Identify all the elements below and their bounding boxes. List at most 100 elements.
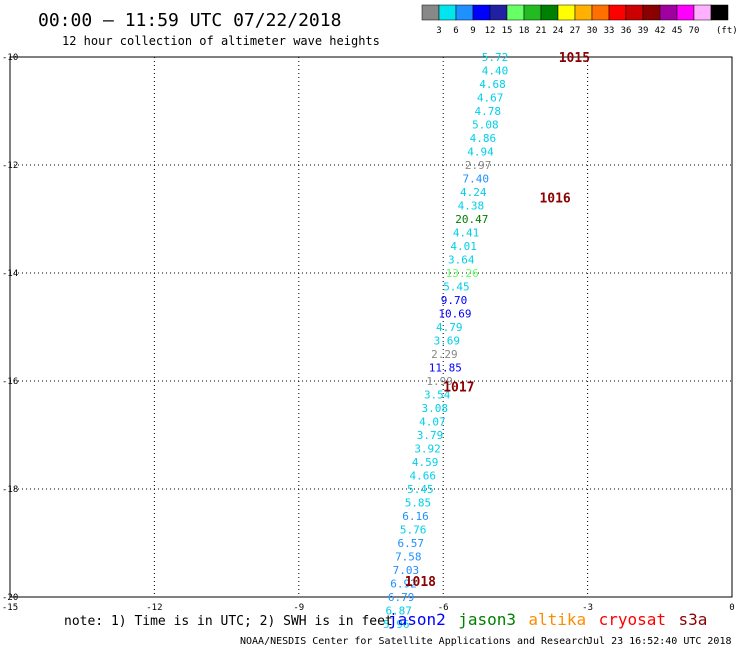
wave-height-label: 4.66	[410, 470, 437, 483]
wave-height-label: 5.45	[407, 483, 434, 496]
wave-height-label: 2.97	[465, 159, 492, 172]
wave-height-label: 1.99	[426, 375, 453, 388]
wave-height-label: 6.87	[385, 605, 412, 618]
colorbar-swatch	[574, 4, 593, 21]
colorbar: 3 6 9 12 15 18 21 24 27 30 33 36 39 42 45 70 (ft)	[421, 4, 738, 36]
wave-height-label: 7.03	[393, 564, 420, 577]
plot-area: -15 -12 -9 -6 -3 0 -10 -12 -14 -16 -18 -20 5.724.40…	[2, 51, 735, 631]
x-tick-label: -15	[2, 603, 18, 613]
wave-height-label: 6.79	[388, 591, 415, 604]
wave-height-label: 3.92	[414, 443, 441, 456]
colorbar-tick-label: 70	[689, 26, 700, 36]
colorbar-tick-label: 45	[672, 26, 683, 36]
time-label: 1017	[443, 380, 474, 395]
wave-height-label: 4.59	[412, 456, 439, 469]
wave-height-label: 5.76	[400, 524, 427, 537]
wave-height-label: 4.07	[419, 416, 446, 429]
wave-height-label: 4.01	[450, 240, 477, 253]
wave-height-label: 6.92	[390, 578, 417, 591]
colorbar-tick-label: 3	[436, 26, 441, 36]
wave-height-label: 5.72	[482, 51, 509, 64]
time-label: 1016	[539, 191, 570, 206]
time-labels: 1015 1016 1017 1018	[405, 51, 590, 590]
wave-height-label: 7.40	[462, 173, 489, 186]
time-label: 1015	[559, 51, 590, 66]
y-tick-label: -10	[2, 53, 18, 63]
wave-height-label: 5.08	[472, 119, 499, 132]
wave-height-label: 5.45	[443, 281, 470, 294]
wave-height-label: 4.68	[479, 78, 506, 91]
wave-height-label: 5.85	[405, 497, 432, 510]
wave-height-label: 4.86	[470, 132, 497, 145]
y-tick-label: -16	[2, 377, 18, 387]
wave-height-label: 4.41	[453, 227, 480, 240]
legend-entry-s3a: s3a	[679, 610, 708, 629]
colorbar-swatch	[438, 4, 457, 21]
colorbar-tick-label: 42	[655, 26, 666, 36]
wave-height-label: 4.78	[474, 105, 501, 118]
wave-height-label: 7.58	[395, 551, 422, 564]
colorbar-tick-label: 18	[519, 26, 530, 36]
wave-height-label: 3.79	[417, 429, 444, 442]
colorbar-swatch	[693, 4, 712, 21]
wave-height-label: 11.85	[429, 362, 462, 375]
wave-height-label: 4.79	[436, 321, 463, 334]
x-tick-label: -9	[293, 603, 304, 613]
colorbar-swatch	[710, 4, 729, 21]
colorbar-tick-label: 30	[587, 26, 598, 36]
note-text: note: 1) Time is in UTC; 2) SWH is in fe…	[64, 614, 393, 629]
colorbar-swatch	[472, 4, 491, 21]
colorbar-swatch	[421, 4, 440, 21]
colorbar-tick-label: 6	[453, 26, 458, 36]
colorbar-tick-label: 36	[621, 26, 632, 36]
colorbar-swatch	[608, 4, 627, 21]
colorbar-tick-label: 24	[553, 26, 564, 36]
x-tick-label: -6	[438, 603, 449, 613]
colorbar-tick-label: 9	[470, 26, 475, 36]
colorbar-swatch	[676, 4, 695, 21]
x-tick-label: 0	[729, 603, 734, 613]
x-tick-label: -3	[582, 603, 593, 613]
timestamp-text: Jul 23 16:52:40 UTC 2018	[587, 636, 732, 647]
data-points: 5.724.404.684.674.785.084.864.942.977.40…	[383, 51, 508, 631]
wave-height-label: 3.69	[434, 335, 461, 348]
chart-subtitle: 12 hour collection of altimeter wave hei…	[62, 34, 380, 48]
legend-entry-cryosat: cryosat	[599, 610, 666, 629]
time-label: 1018	[405, 575, 436, 590]
colorbar-swatch	[642, 4, 661, 21]
wave-height-label: 4.38	[458, 200, 485, 213]
colorbar-swatch	[506, 4, 525, 21]
tick-labels: -15 -12 -9 -6 -3 0 -10 -12 -14 -16 -18 -20	[2, 53, 735, 613]
wave-height-label: 3.08	[422, 402, 449, 415]
legend-entry-jason3: jason3	[458, 610, 516, 629]
wave-height-label: 4.94	[467, 146, 494, 159]
colorbar-tick-label: 27	[570, 26, 581, 36]
colorbar-swatch	[591, 4, 610, 21]
satellite-legend: jason2 jason3 altika cryosat s3a	[388, 610, 707, 629]
wave-height-label: 3.54	[424, 389, 451, 402]
wave-height-label: 4.24	[460, 186, 487, 199]
wave-height-label: 13.26	[446, 267, 479, 280]
credit-text: NOAA/NESDIS Center for Satellite Applica…	[240, 636, 589, 647]
y-tick-label: -18	[2, 485, 18, 495]
colorbar-tick-label: 39	[638, 26, 649, 36]
chart-title: 00:00 – 11:59 UTC 07/22/2018	[38, 10, 341, 31]
colorbar-swatch	[455, 4, 474, 21]
plot-frame	[9, 56, 733, 598]
wave-height-label: 5.96	[383, 618, 410, 631]
wave-height-label: 20.47	[455, 213, 488, 226]
y-tick-label: -20	[2, 593, 18, 603]
wave-height-label: 6.57	[397, 537, 424, 550]
wave-height-label: 2.29	[431, 348, 458, 361]
colorbar-swatch	[557, 4, 576, 21]
grid-lines	[10, 57, 732, 597]
colorbar-tick-label: 33	[604, 26, 615, 36]
legend-entry-altika: altika	[528, 610, 586, 629]
colorbar-swatch	[659, 4, 678, 21]
legend-entry-jason2: jason2	[388, 610, 446, 629]
colorbar-tick-label: 15	[502, 26, 513, 36]
x-tick-label: -12	[146, 603, 162, 613]
colorbar-unit: (ft)	[716, 26, 738, 36]
